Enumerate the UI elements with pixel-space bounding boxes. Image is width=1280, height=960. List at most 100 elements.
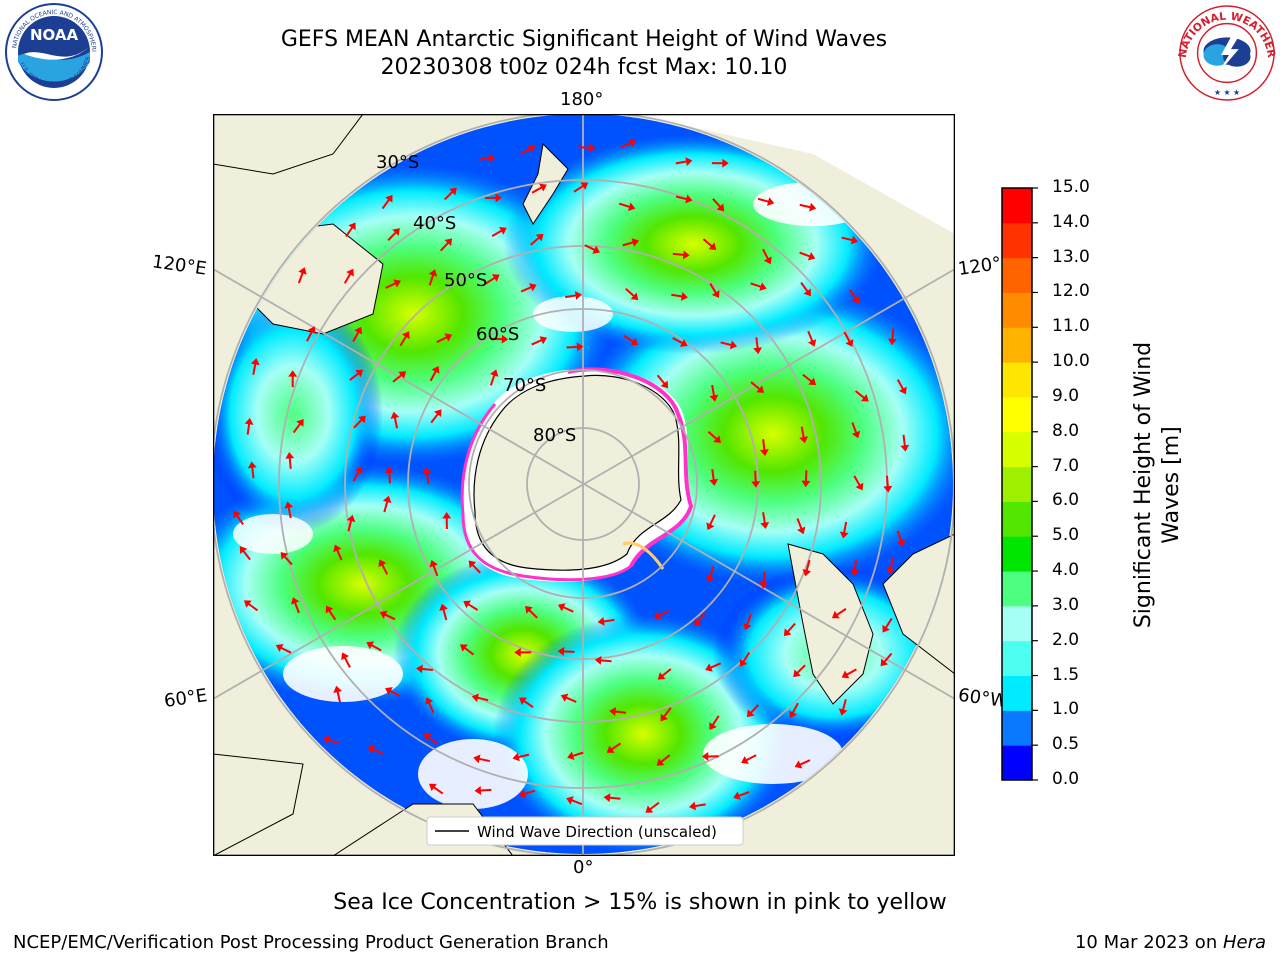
colorbar-tick-label: 8.0 xyxy=(1052,420,1080,441)
colorbar-tick-label: 3.0 xyxy=(1052,594,1080,615)
wind-arrow-head xyxy=(807,252,816,261)
wind-arrow-head xyxy=(468,560,477,569)
wind-arrow-head xyxy=(722,158,729,168)
lon-label-60e: 60°E xyxy=(162,685,209,712)
wind-arrow-head xyxy=(233,510,241,519)
wind-arrow-head xyxy=(708,242,717,251)
wind-arrow-head xyxy=(529,283,537,292)
wind-arrow-head xyxy=(382,495,392,504)
run-date: 10 Mar 2023 on Hera xyxy=(1075,932,1266,953)
colorbar-tick-label: 4.0 xyxy=(1052,560,1080,581)
lat-label-50s: 50°S xyxy=(444,270,488,291)
wind-arrow xyxy=(387,231,397,241)
lon-label-120w: 120° xyxy=(956,253,1003,280)
wind-arrow xyxy=(807,330,814,342)
wind-arrow xyxy=(428,274,435,286)
nws-logo: NATIONAL WEATHER SERVICE ★ ★ ★ xyxy=(1178,4,1276,101)
wind-arrow-head xyxy=(527,144,536,153)
wind-arrow-head xyxy=(489,369,499,377)
wind-arrow-head xyxy=(275,643,284,652)
wind-arrow xyxy=(353,419,363,429)
wind-arrow-head xyxy=(298,267,307,275)
wind-arrow-head xyxy=(495,193,502,203)
wind-arrow-head xyxy=(366,641,375,650)
wind-arrow-head xyxy=(841,670,850,679)
wind-arrow-head xyxy=(341,652,350,661)
wind-arrow xyxy=(283,555,293,566)
wind-arrow xyxy=(294,602,300,614)
wind-arrow xyxy=(425,472,430,484)
wind-arrow-head xyxy=(519,697,527,705)
wind-arrow-head xyxy=(685,157,693,166)
wind-arrow-head xyxy=(358,415,366,424)
wind-arrow xyxy=(757,197,769,203)
wind-arrow-head xyxy=(355,369,364,378)
wind-arrow-head xyxy=(656,758,665,766)
wind-arrow xyxy=(383,501,389,513)
wind-arrow-head xyxy=(557,646,565,656)
svg-text:NOAA: NOAA xyxy=(30,26,79,44)
wind-arrow xyxy=(796,518,803,530)
wind-arrow-head xyxy=(741,756,749,764)
wind-arrow xyxy=(746,614,752,626)
wind-arrow-head xyxy=(425,697,434,705)
wind-arrow-head xyxy=(701,751,709,761)
run-date-text: 10 Mar 2023 on xyxy=(1074,932,1223,953)
wind-arrow xyxy=(246,423,251,435)
wind-arrow xyxy=(384,613,396,621)
colorbar-swatch xyxy=(1002,257,1032,293)
colorbar-tick-label: 7.0 xyxy=(1052,455,1080,476)
wind-arrow xyxy=(287,507,292,519)
wind-arrow xyxy=(385,282,396,289)
wind-arrow-head xyxy=(751,481,761,488)
wind-arrow xyxy=(805,559,811,571)
wind-arrow xyxy=(720,341,732,346)
wind-arrow-head xyxy=(898,386,907,395)
wind-arrow-head xyxy=(434,409,442,418)
run-host: Hera xyxy=(1222,932,1266,953)
wind-arrow-head xyxy=(860,394,869,402)
wind-arrow-head xyxy=(689,801,697,811)
wind-arrow-head xyxy=(746,709,755,718)
wind-arrow xyxy=(762,439,766,451)
wind-arrow-head xyxy=(851,295,860,304)
wind-arrow-head xyxy=(628,139,637,148)
wind-arrow-head xyxy=(385,194,393,203)
wind-arrow-head xyxy=(416,664,423,674)
wind-arrow xyxy=(343,273,352,284)
wind-arrow-head xyxy=(518,789,527,799)
wind-arrow-head xyxy=(839,531,849,539)
wind-arrow-head xyxy=(535,233,544,242)
wind-arrow-head xyxy=(794,760,803,769)
wind-arrow xyxy=(902,434,906,446)
wind-arrow-head xyxy=(809,202,817,212)
wind-arrow-head xyxy=(716,203,725,212)
wind-arrow-head xyxy=(645,805,654,813)
wind-arrow xyxy=(675,160,687,165)
colorbar-swatch xyxy=(1002,188,1032,224)
wind-arrow-head xyxy=(609,707,617,716)
wind-arrow xyxy=(381,199,390,210)
wind-arrow xyxy=(489,374,496,386)
wind-arrow-head xyxy=(694,618,702,627)
wind-arrow-head xyxy=(431,366,440,374)
wind-arrow-head xyxy=(760,521,770,529)
wind-arrow xyxy=(799,203,811,209)
wind-arrow xyxy=(799,759,811,766)
wind-arrow xyxy=(251,467,255,479)
wind-arrow xyxy=(891,328,895,340)
wind-arrow xyxy=(430,413,439,424)
wind-arrow-head xyxy=(567,751,575,761)
wind-arrow-head xyxy=(576,342,584,352)
wind-arrow xyxy=(288,457,292,469)
wind-arrow xyxy=(573,184,584,193)
wind-arrow xyxy=(762,571,766,583)
wind-arrow-head xyxy=(488,153,496,163)
wind-arrow xyxy=(853,559,858,571)
wind-arrow xyxy=(672,337,683,345)
colorbar-tick-label: 6.0 xyxy=(1052,490,1080,511)
wind-arrow xyxy=(467,603,479,611)
wind-arrow-head xyxy=(514,647,521,657)
wind-arrow xyxy=(336,691,341,703)
wind-arrow xyxy=(622,241,634,247)
